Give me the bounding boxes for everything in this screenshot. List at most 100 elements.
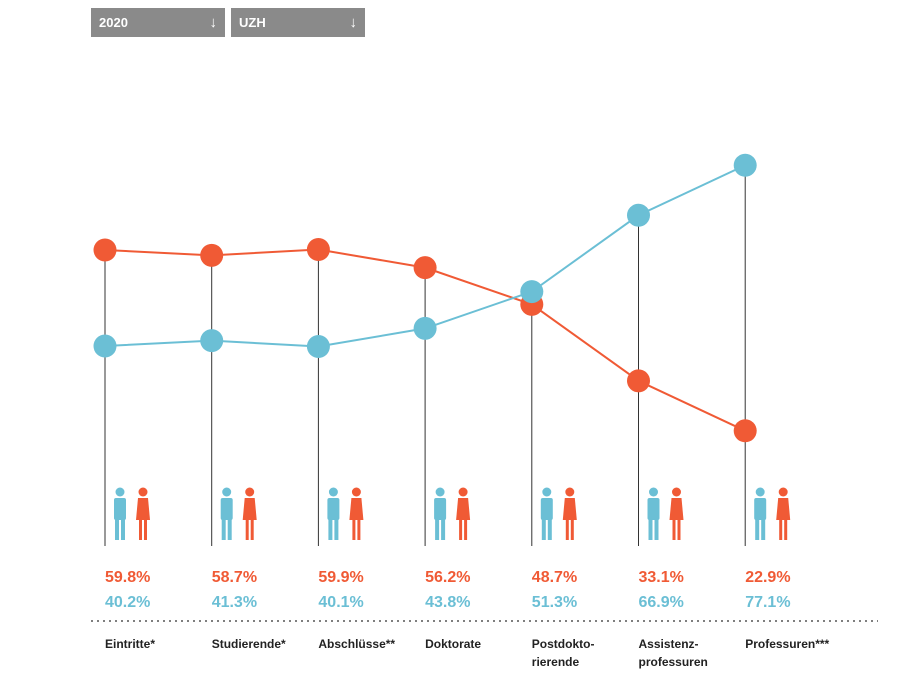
woman-icon <box>669 487 684 540</box>
person-body <box>562 498 577 520</box>
category-label: Assistenz-professuren <box>639 637 708 669</box>
value-label-women: 58.7% <box>212 569 257 586</box>
person-leg <box>565 520 569 540</box>
category-label: Postdokto-rierende <box>532 637 595 669</box>
person-leg <box>570 520 574 540</box>
category-label: Doktorate <box>425 637 481 651</box>
category-labels: Eintritte* Studierende* Abschlüsse** Doktor… <box>105 637 830 669</box>
person-leg <box>227 519 232 540</box>
value-labels: 59.8% 58.7% 59.9% 56.2% 48.7% 33.1% 22.9% 40.2%… <box>105 569 791 611</box>
person-leg <box>435 519 440 540</box>
person-leg <box>459 520 463 540</box>
person-leg <box>677 520 681 540</box>
person-head <box>351 487 361 497</box>
category-label-line: Professuren*** <box>745 637 829 651</box>
person-body <box>114 498 126 520</box>
value-label-men: 40.2% <box>105 594 150 611</box>
person-body <box>434 498 447 520</box>
person-head <box>565 487 575 497</box>
woman-icon <box>776 487 791 540</box>
person-head <box>672 487 681 497</box>
person-leg <box>250 520 254 540</box>
data-point-women <box>93 238 117 262</box>
person-leg <box>334 519 339 540</box>
person-head <box>222 487 232 497</box>
person-head <box>649 487 658 497</box>
person-leg <box>441 519 446 540</box>
value-label-women: 59.8% <box>105 569 150 586</box>
person-head <box>778 487 788 497</box>
woman-icon <box>456 487 471 540</box>
arrow-down-icon: ↓ <box>349 14 358 31</box>
data-point-men <box>413 316 437 340</box>
category-label-line: Studierende* <box>212 637 286 651</box>
person-head <box>115 487 125 497</box>
value-label-women: 22.9% <box>745 569 790 586</box>
value-label-women: 33.1% <box>639 569 684 586</box>
person-head <box>542 487 552 497</box>
person-head <box>458 487 468 497</box>
figures <box>114 487 791 540</box>
person-leg <box>144 520 147 540</box>
woman-icon <box>242 487 257 540</box>
man-icon <box>647 487 660 540</box>
value-label-men: 41.3% <box>212 594 257 611</box>
person-body <box>647 498 660 520</box>
data-point-women <box>306 238 330 262</box>
category-label-line: Assistenz- <box>639 637 699 651</box>
man-icon <box>540 487 553 540</box>
person-head <box>328 487 338 497</box>
data-point-men <box>200 329 224 353</box>
person-leg <box>115 519 119 540</box>
person-body <box>776 498 791 520</box>
value-label-women: 59.9% <box>318 569 363 586</box>
person-body <box>136 498 150 520</box>
institution-dropdown[interactable]: UZH ↓ <box>231 8 365 37</box>
person-leg <box>352 520 356 540</box>
category-label-line: Abschlüsse** <box>318 637 395 651</box>
stems <box>104 165 746 546</box>
category-label-line: Eintritte* <box>105 637 155 651</box>
person-body <box>349 498 364 520</box>
person-leg <box>672 520 676 540</box>
person-leg <box>784 520 788 540</box>
person-body <box>540 498 553 520</box>
person-leg <box>357 520 361 540</box>
category-label-line: rierende <box>532 655 580 669</box>
category-label: Studierende* <box>212 637 286 651</box>
year-dropdown-value: 2020 <box>99 15 128 30</box>
person-head <box>435 487 445 497</box>
person-head <box>755 487 765 497</box>
value-label-men: 77.1% <box>745 594 790 611</box>
data-point-women <box>627 369 650 393</box>
person-leg <box>755 519 760 540</box>
arrow-down-icon: ↓ <box>209 14 218 31</box>
man-icon <box>754 487 767 540</box>
category-label-line: professuren <box>639 655 708 669</box>
person-body <box>456 498 471 520</box>
category-label-line: Postdokto- <box>532 637 595 651</box>
category-label: Professuren*** <box>745 637 829 651</box>
person-leg <box>221 519 226 540</box>
data-point-men <box>306 335 330 359</box>
person-leg <box>648 519 653 540</box>
person-leg <box>245 520 249 540</box>
person-leg <box>328 519 333 540</box>
person-leg <box>547 519 552 540</box>
person-leg <box>121 519 125 540</box>
person-leg <box>779 520 783 540</box>
person-head <box>138 487 148 497</box>
value-label-women: 48.7% <box>532 569 577 586</box>
data-point-women <box>200 243 224 267</box>
year-dropdown[interactable]: 2020 ↓ <box>91 8 225 37</box>
data-point-men <box>627 203 650 227</box>
person-leg <box>464 520 468 540</box>
woman-icon <box>562 487 577 540</box>
institution-dropdown-value: UZH <box>239 15 266 30</box>
value-label-men: 51.3% <box>532 594 577 611</box>
category-label-line: Doktorate <box>425 637 481 651</box>
person-body <box>242 498 257 520</box>
person-leg <box>541 519 546 540</box>
value-label-men: 40.1% <box>318 594 363 611</box>
